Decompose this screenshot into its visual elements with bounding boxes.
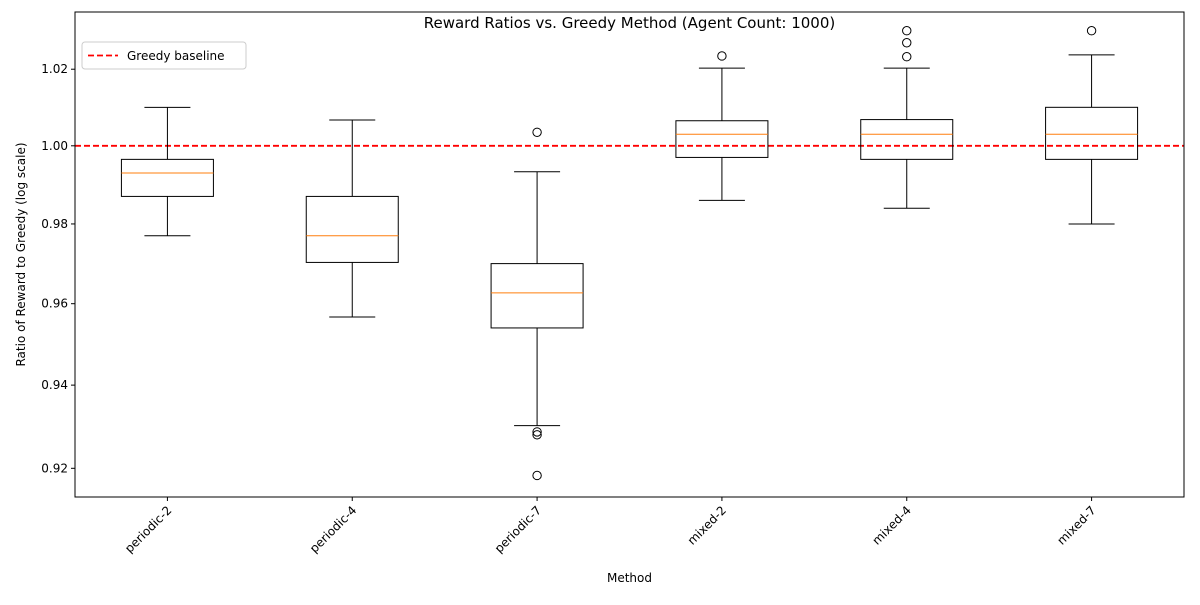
outlier-point bbox=[902, 52, 912, 62]
x-axis-title: Method bbox=[607, 571, 652, 585]
box-mixed-7 bbox=[1045, 26, 1139, 225]
y-tick-label: 0.96 bbox=[41, 297, 68, 311]
box-mixed-2 bbox=[675, 51, 769, 201]
x-tick-label: periodic-4 bbox=[307, 503, 359, 555]
chart-title: Reward Ratios vs. Greedy Method (Agent C… bbox=[424, 14, 835, 32]
x-tick-label: periodic-7 bbox=[492, 503, 544, 555]
plot-area bbox=[75, 26, 1184, 481]
x-tick-label: periodic-2 bbox=[122, 503, 174, 555]
box-periodic-7 bbox=[490, 127, 584, 481]
outlier-point bbox=[717, 51, 727, 61]
iqr-box bbox=[860, 119, 954, 160]
y-tick-label: 0.94 bbox=[41, 378, 68, 392]
outlier-point bbox=[902, 38, 912, 48]
iqr-box bbox=[490, 263, 584, 329]
y-tick-label: 1.00 bbox=[41, 139, 68, 153]
outlier-point bbox=[902, 26, 912, 36]
iqr-box bbox=[120, 158, 214, 197]
y-axis-title: Ratio of Reward to Greedy (log scale) bbox=[14, 142, 28, 366]
box-mixed-4 bbox=[860, 26, 954, 209]
x-tick-label: mixed-2 bbox=[685, 503, 729, 547]
outlier-point bbox=[532, 470, 542, 481]
box-periodic-4 bbox=[305, 119, 399, 318]
iqr-box bbox=[1045, 106, 1139, 160]
legend-label-greedy-baseline: Greedy baseline bbox=[127, 49, 225, 63]
iqr-box bbox=[675, 120, 769, 158]
y-tick-label: 1.02 bbox=[41, 62, 68, 76]
y-tick-label: 0.98 bbox=[41, 217, 68, 231]
legend: Greedy baseline bbox=[81, 41, 247, 70]
box-periodic-2 bbox=[120, 106, 214, 237]
outlier-point bbox=[532, 430, 542, 440]
x-axis: periodic-2 periodic-4 periodic-7 mixed-2 mix… bbox=[122, 497, 1099, 556]
plot-frame bbox=[74, 11, 1185, 498]
iqr-box bbox=[305, 195, 399, 263]
y-axis: 0.92 0.94 0.96 0.98 1.00 1.02 bbox=[41, 62, 75, 475]
x-tick-label: mixed-4 bbox=[870, 503, 914, 547]
y-tick-label: 0.92 bbox=[41, 461, 68, 475]
outlier-point bbox=[1086, 26, 1097, 36]
outlier-point bbox=[532, 427, 542, 437]
x-tick-label: mixed-7 bbox=[1054, 503, 1098, 547]
legend-frame bbox=[81, 41, 247, 70]
outlier-point bbox=[532, 127, 542, 137]
